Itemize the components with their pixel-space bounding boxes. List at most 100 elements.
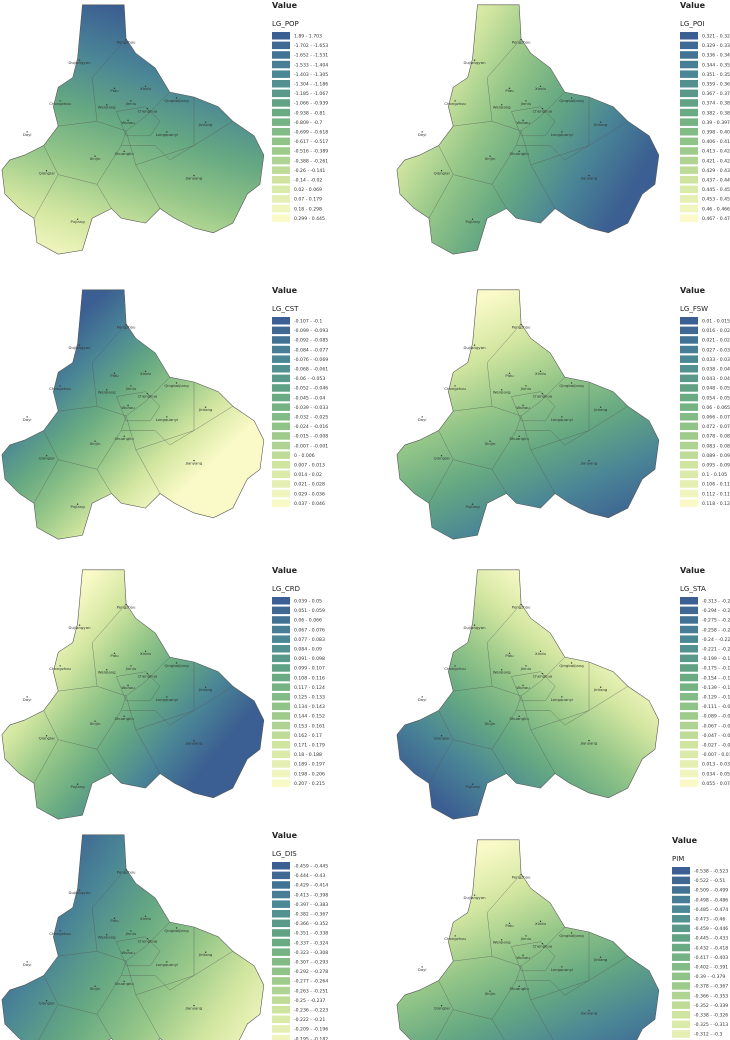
- legend-swatch: [272, 147, 290, 155]
- place-dot: [130, 665, 132, 667]
- place-dot: [518, 985, 520, 987]
- place-dot: [539, 920, 542, 923]
- place-label: Jinniu: [520, 936, 532, 941]
- place-dot: [166, 961, 168, 963]
- legend-swatch: [680, 214, 698, 222]
- place-dot: [489, 990, 491, 992]
- place-dot: [525, 665, 527, 667]
- legend-swatch: [272, 683, 290, 691]
- place-label: Chenghua: [533, 394, 553, 399]
- place-dot: [471, 783, 474, 785]
- legend-class-label: 0.048 - 0.053: [702, 386, 730, 392]
- legend: Value LG_FSW 0.01 - 0.015 0.016 - 0.02 0.021…: [680, 286, 730, 507]
- place-label: Pengzhou: [117, 605, 136, 610]
- legend-class-label: -0.111 - -0.09: [702, 704, 730, 710]
- place-label: Wuhou: [516, 955, 530, 960]
- place-label: Xindu: [535, 651, 547, 656]
- place-label: Qingbaijiang: [559, 98, 584, 103]
- legend-class-label: -0.139 - -0.13: [702, 685, 730, 691]
- legend-swatch: [272, 645, 290, 653]
- place-label: Dujiangyan: [69, 625, 92, 630]
- place-dot: [473, 624, 476, 626]
- legend-class-label: -0.092 - -0.085: [294, 338, 328, 344]
- legend-swatch: [272, 977, 290, 985]
- place-dot: [144, 650, 147, 653]
- place-label: Dayi: [23, 417, 32, 422]
- place-label: Chenghua: [533, 109, 553, 114]
- legend-swatch: [680, 616, 698, 624]
- legend-class-label: -0.175 - -0.155: [702, 666, 730, 672]
- map-panel: Pengzhou Dujiangyan Chongzhou Pidu Xindu Wenj…: [1, 4, 265, 255]
- place-label: Dayi: [418, 132, 427, 137]
- legend-swatch: [680, 355, 698, 363]
- place-label: Jianyang: [580, 740, 598, 745]
- place-label: Jinniu: [125, 666, 137, 671]
- place-dot: [94, 985, 96, 987]
- place-dot: [166, 416, 168, 418]
- place-label: Longquanyi: [551, 967, 574, 972]
- legend-swatch: [680, 147, 698, 155]
- place-dot: [473, 894, 476, 896]
- legend-class-label: 0.153 - 0.161: [294, 723, 325, 729]
- legend-class-label: 0.46 - 0.466: [702, 206, 730, 212]
- legend-class-label: 0.125 - 0.133: [294, 695, 325, 701]
- legend-swatch: [272, 345, 290, 354]
- place-label: Pidu: [110, 373, 119, 378]
- place-dot: [127, 684, 129, 686]
- legend-class-label: -0.473 - -0.46: [694, 917, 725, 923]
- place-label: Shuangliu: [510, 151, 530, 156]
- place-label: Pengzhou: [117, 40, 136, 45]
- legend-swatch: [272, 654, 290, 663]
- legend-class-label: 0.39 - 0.397: [702, 120, 730, 126]
- place-label: Chongzhou: [444, 666, 466, 671]
- place-label: Chongzhou: [49, 666, 71, 671]
- legend-class-label: 0.066 - 0.071: [702, 415, 730, 421]
- legend-swatch: [672, 876, 690, 885]
- legend-class-label: -0.337 - -0.324: [294, 940, 328, 946]
- place-dot: [508, 652, 511, 654]
- legend-swatch: [680, 195, 698, 203]
- place-label: Qionglai: [39, 456, 55, 461]
- legend-swatch: [272, 597, 290, 605]
- place-label: Dujiangyan: [464, 60, 487, 65]
- legend-swatch: [272, 441, 290, 450]
- legend-swatch: [680, 769, 698, 778]
- place-dot: [125, 39, 127, 41]
- legend-swatch: [680, 204, 698, 213]
- place-label: Jinniu: [125, 101, 137, 106]
- place-dot: [561, 696, 563, 698]
- legend-class-label: -0.459 - -0.445: [294, 864, 328, 870]
- place-dot: [570, 932, 573, 934]
- legend-swatch: [680, 326, 698, 335]
- legend-swatch: [680, 489, 698, 498]
- place-label: Shuangliu: [115, 151, 135, 156]
- legend-class-label: -1.702 - -1.653: [294, 43, 328, 49]
- legend-swatch: [272, 919, 290, 928]
- place-label: Qingbaijiang: [559, 383, 584, 388]
- legend-swatch: [672, 953, 690, 961]
- place-label: Longquanyi: [551, 417, 574, 422]
- place-label: Dujiangyan: [464, 625, 487, 630]
- legend-class-label: -1.185 - -1.067: [294, 91, 328, 97]
- legend-swatch: [272, 871, 290, 880]
- place-label: Dujiangyan: [464, 895, 487, 900]
- place-dot: [204, 951, 207, 953]
- legend-class-label: -0.809 - -0.7: [294, 120, 322, 126]
- place-label: Longquanyi: [551, 697, 574, 702]
- place-dot: [204, 406, 207, 408]
- legend-class-label: -0.129 - -0.112: [702, 695, 730, 701]
- legend-swatch: [672, 886, 690, 894]
- legend-class-label: -1.652 - -1.531: [294, 53, 328, 59]
- legend-swatch: [680, 461, 698, 469]
- place-label: Chenghua: [138, 939, 158, 944]
- legend-swatch: [272, 948, 290, 956]
- legend-class-label: 0.054 - 0.059: [702, 395, 730, 401]
- legend-class-label: -0.378 - -0.367: [694, 984, 728, 990]
- legend-class-label: -0.351 - -0.338: [294, 931, 328, 937]
- legend-class-label: -0.323 - -0.308: [294, 950, 328, 956]
- legend-class-label: 0.144 - 0.152: [294, 714, 325, 720]
- legend-class-label: -0.14 - -0.02: [294, 178, 322, 184]
- place-label: Xinjin: [485, 156, 496, 161]
- legend-swatch: [680, 345, 698, 354]
- legend-class-label: 0.06 - 0.066: [294, 618, 322, 624]
